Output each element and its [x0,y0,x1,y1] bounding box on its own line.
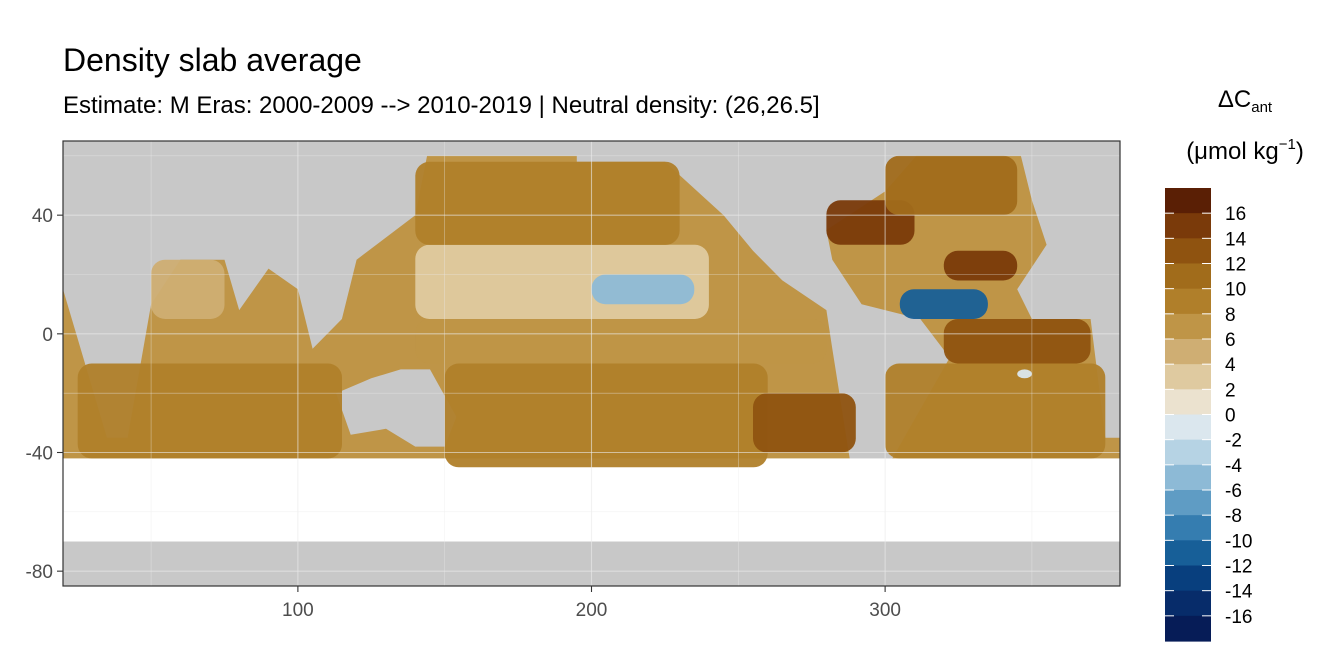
legend-swatch [1165,540,1211,567]
legend-swatch [1165,364,1211,390]
data-region-8 [591,274,695,305]
data-region-3 [444,363,768,468]
legend-label: -4 [1225,456,1242,477]
data-region-2 [151,259,225,319]
legend-title-subscript: ant [1251,99,1273,116]
chart-subtitle: Estimate: M Eras: 2000-2009 --> 2010-201… [63,92,820,119]
legend-label: -10 [1225,531,1252,552]
y-tick-label: -80 [26,562,53,583]
legend-label: -14 [1225,582,1253,603]
legend-label: 0 [1225,406,1236,427]
legend-swatch [1165,188,1211,214]
legend-swatch [1165,615,1211,642]
data-region-14 [885,363,1106,459]
legend-swatch [1165,414,1211,441]
legend-unit-prefix: (μmol kg [1186,138,1279,165]
data-region-13 [943,319,1091,364]
x-tick-label: 100 [282,600,314,621]
land-mass-3 [576,141,950,497]
legend-swatch [1165,288,1211,315]
legend-label: 4 [1225,355,1236,376]
x-tick-label: 300 [869,600,901,621]
legend-label: 8 [1225,305,1236,326]
data-region-12 [899,289,988,319]
land-mass-2 [336,369,457,447]
legend-swatch [1165,464,1211,491]
legend-label: 12 [1225,255,1246,276]
data-region-10 [885,155,1018,216]
data-region-5 [415,319,827,364]
legend-swatch [1165,490,1211,516]
legend-label: -12 [1225,557,1252,578]
legend-swatch [1165,313,1211,340]
data-region-15 [1017,369,1032,379]
legend-swatch [1165,238,1211,265]
legend-title: ΔCant [1150,86,1340,116]
y-tick-label: 0 [42,325,53,346]
legend-unit-superscript: −1 [1278,136,1296,153]
legend-unit: (μmol kg−1) [1150,136,1340,166]
legend-swatch [1165,389,1211,416]
data-region-7 [415,161,680,245]
legend-label: -2 [1225,431,1242,452]
legend-label: 10 [1225,280,1246,301]
legend-label: -16 [1225,607,1252,628]
legend-label: 14 [1225,229,1247,250]
data-region-11 [943,250,1018,281]
legend-swatch [1165,339,1211,365]
x-tick-label: 200 [576,600,608,621]
legend-swatch [1165,263,1211,290]
legend-title-symbol: ΔC [1217,86,1252,113]
y-tick-label: -40 [26,444,53,465]
legend-swatch [1165,439,1211,466]
legend-swatch [1165,590,1211,617]
data-region-1 [77,363,342,459]
legend-swatch [1165,565,1211,592]
y-tick-label: 40 [32,206,53,227]
legend-swatch [1165,213,1211,239]
legend-unit-suffix: ) [1295,138,1304,165]
legend-label: -8 [1225,506,1242,527]
legend-swatch [1165,515,1211,541]
legend-label: 16 [1225,204,1246,225]
legend-label: 2 [1225,380,1236,401]
chart-title: Density slab average [63,42,362,78]
legend-label: 6 [1225,330,1236,351]
data-region-4 [753,393,856,453]
legend-label: -6 [1225,481,1242,502]
